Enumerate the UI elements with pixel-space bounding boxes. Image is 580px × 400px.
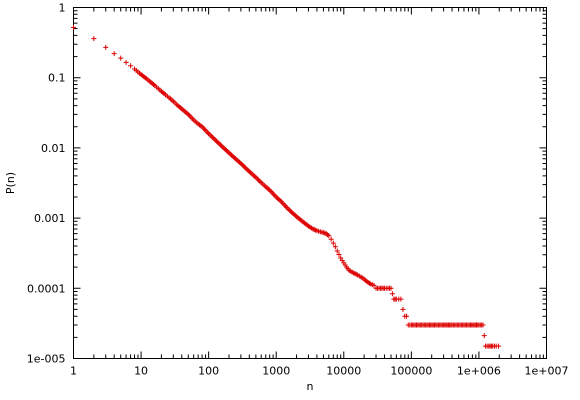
data-point xyxy=(326,233,332,239)
x-tick-label: 1000 xyxy=(262,365,290,378)
x-tick-label: 1e+006 xyxy=(457,365,501,378)
data-point xyxy=(404,313,410,319)
y-tick-label: 0.01 xyxy=(41,142,66,155)
data-points xyxy=(71,24,502,349)
x-tick-label: 1 xyxy=(70,365,77,378)
data-point xyxy=(71,24,76,30)
axis-ticks xyxy=(73,7,547,359)
data-point xyxy=(371,282,377,288)
data-point xyxy=(332,244,338,250)
plot-frame xyxy=(73,7,547,359)
data-point xyxy=(123,59,129,65)
data-point xyxy=(389,291,395,297)
x-tick-label: 10000 xyxy=(326,365,361,378)
data-point xyxy=(128,63,134,69)
data-point xyxy=(398,296,404,302)
x-axis-label: n xyxy=(307,380,314,393)
y-axis-label: P(n) xyxy=(4,172,17,194)
y-tick-label: 1 xyxy=(59,2,66,15)
data-point xyxy=(91,36,97,42)
x-tick-label: 10 xyxy=(134,365,148,378)
x-tick-label: 100 xyxy=(198,365,219,378)
data-point xyxy=(400,306,406,312)
x-tick-label: 1e+007 xyxy=(525,365,569,378)
data-point xyxy=(111,51,117,57)
x-tick-label: 100000 xyxy=(390,365,432,378)
data-point xyxy=(496,343,502,349)
data-point xyxy=(388,285,394,291)
y-tick-label: 0.0001 xyxy=(27,282,66,295)
y-tick-label: 1e-005 xyxy=(27,353,66,366)
data-point xyxy=(330,240,336,246)
data-point xyxy=(334,248,340,254)
data-point xyxy=(336,252,342,258)
axis-tick-labels: 1 10 100 1000 10000 100000 1e+006 1e+007 1 0.1 0.0… xyxy=(27,2,569,378)
y-tick-label: 0.001 xyxy=(34,212,66,225)
data-point xyxy=(480,322,486,328)
data-point xyxy=(328,236,334,242)
y-tick-label: 0.1 xyxy=(48,72,66,85)
data-point xyxy=(103,44,109,50)
data-point xyxy=(118,55,124,61)
data-point xyxy=(481,333,487,339)
